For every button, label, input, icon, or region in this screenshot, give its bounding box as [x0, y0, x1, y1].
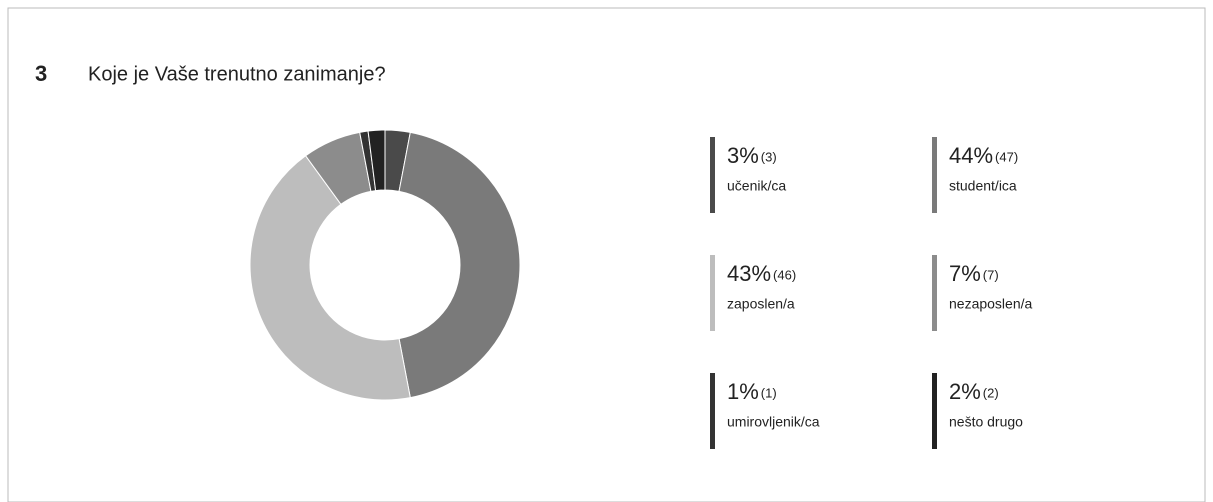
- legend-count: (47): [995, 149, 1018, 164]
- legend-percent: 44%: [949, 143, 993, 168]
- legend-swatch: [710, 373, 715, 449]
- legend-swatch: [710, 137, 715, 213]
- donut-segment: [249, 155, 411, 401]
- legend-swatch: [710, 255, 715, 331]
- legend-swatch: [932, 137, 937, 213]
- legend-count: (3): [761, 149, 777, 164]
- legend-label: umirovljenik/ca: [727, 414, 820, 430]
- legend-count: (7): [983, 267, 999, 282]
- legend-percent: 2%: [949, 379, 981, 404]
- legend-swatch: [932, 255, 937, 331]
- legend-count: (1): [761, 385, 777, 400]
- donut-segment: [367, 129, 386, 192]
- question-number: 3: [35, 61, 47, 86]
- legend-count: (46): [773, 267, 796, 282]
- legend-count: (2): [983, 385, 999, 400]
- donut-segment: [398, 131, 521, 399]
- legend-percent: 3%: [727, 143, 759, 168]
- card-border: [7, 7, 1206, 502]
- legend-label: nešto drugo: [949, 414, 1023, 430]
- legend-label: zaposlen/a: [727, 296, 795, 312]
- legend-swatch: [932, 373, 937, 449]
- legend-label: učenik/ca: [727, 178, 786, 194]
- legend-percent: 7%: [949, 261, 981, 286]
- legend-label: student/ica: [949, 178, 1017, 194]
- question-title: Koje je Vaše trenutno zanimanje?: [88, 63, 386, 85]
- legend-percent: 1%: [727, 379, 759, 404]
- legend-label: nezaposlen/a: [949, 296, 1033, 312]
- legend-percent: 43%: [727, 261, 771, 286]
